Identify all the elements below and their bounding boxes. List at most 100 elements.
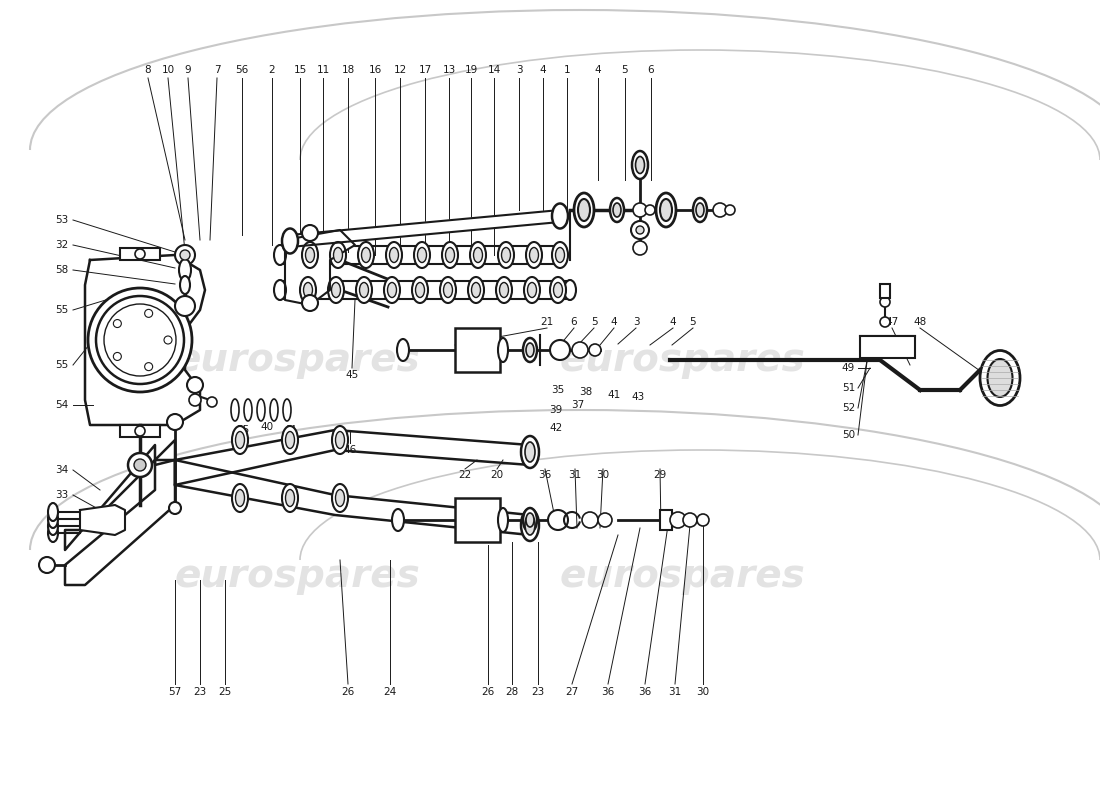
Ellipse shape <box>389 247 398 262</box>
Text: 48: 48 <box>913 317 926 327</box>
Ellipse shape <box>336 490 344 506</box>
Ellipse shape <box>472 282 481 298</box>
Circle shape <box>175 245 195 265</box>
Ellipse shape <box>550 277 566 303</box>
Text: 56: 56 <box>235 65 249 75</box>
Circle shape <box>632 241 647 255</box>
Ellipse shape <box>522 338 537 362</box>
Text: 28: 28 <box>505 687 518 697</box>
Ellipse shape <box>360 282 368 298</box>
Ellipse shape <box>282 484 298 512</box>
Text: 52: 52 <box>842 403 855 413</box>
Text: 22: 22 <box>459 470 472 480</box>
Circle shape <box>725 205 735 215</box>
Ellipse shape <box>529 247 539 262</box>
Polygon shape <box>85 255 205 425</box>
Ellipse shape <box>231 399 239 421</box>
Polygon shape <box>285 230 355 305</box>
Polygon shape <box>65 460 175 585</box>
Circle shape <box>713 203 727 217</box>
Circle shape <box>135 426 145 436</box>
Circle shape <box>697 514 710 526</box>
Text: 23: 23 <box>194 687 207 697</box>
Ellipse shape <box>525 442 535 462</box>
Text: 4: 4 <box>670 317 676 327</box>
Text: 25: 25 <box>219 687 232 697</box>
Bar <box>455 328 500 372</box>
Ellipse shape <box>660 199 672 221</box>
Ellipse shape <box>48 510 58 528</box>
Text: 8: 8 <box>145 65 152 75</box>
Ellipse shape <box>578 199 590 221</box>
Text: 3: 3 <box>632 317 639 327</box>
Text: 57: 57 <box>168 687 182 697</box>
Text: 46: 46 <box>343 445 356 455</box>
Ellipse shape <box>412 277 428 303</box>
Text: 24: 24 <box>384 687 397 697</box>
Circle shape <box>302 225 318 241</box>
Ellipse shape <box>304 282 312 298</box>
Ellipse shape <box>988 359 1012 397</box>
Ellipse shape <box>526 242 542 268</box>
Ellipse shape <box>470 242 486 268</box>
Text: 49: 49 <box>842 363 855 373</box>
Text: 41: 41 <box>607 390 620 400</box>
Text: 4: 4 <box>610 317 617 327</box>
Ellipse shape <box>306 247 315 262</box>
Ellipse shape <box>499 282 508 298</box>
Text: 12: 12 <box>394 65 407 75</box>
Bar <box>880 284 890 298</box>
Ellipse shape <box>613 203 621 217</box>
Ellipse shape <box>397 339 409 361</box>
Text: 53: 53 <box>55 215 68 225</box>
Text: 36: 36 <box>638 687 651 697</box>
Circle shape <box>187 377 204 393</box>
Ellipse shape <box>446 247 454 262</box>
Ellipse shape <box>496 277 512 303</box>
Text: 31: 31 <box>569 470 582 480</box>
Bar <box>860 336 915 358</box>
Text: 44: 44 <box>284 425 297 435</box>
Circle shape <box>582 512 598 528</box>
Text: 26: 26 <box>341 687 354 697</box>
Ellipse shape <box>257 399 265 421</box>
Circle shape <box>104 304 176 376</box>
Text: 26: 26 <box>482 687 495 697</box>
Circle shape <box>113 319 121 327</box>
Text: eurospares: eurospares <box>174 557 420 595</box>
Circle shape <box>175 296 195 316</box>
Text: 4: 4 <box>540 65 547 75</box>
Ellipse shape <box>244 399 252 421</box>
Ellipse shape <box>980 350 1020 406</box>
Text: 2: 2 <box>268 65 275 75</box>
Circle shape <box>145 310 153 318</box>
Bar <box>120 248 160 260</box>
Circle shape <box>631 221 649 239</box>
Polygon shape <box>80 505 125 535</box>
Text: 31: 31 <box>669 687 682 697</box>
Ellipse shape <box>328 277 344 303</box>
Circle shape <box>598 513 612 527</box>
Circle shape <box>167 414 183 430</box>
Text: 35: 35 <box>236 425 250 435</box>
Text: 42: 42 <box>549 423 562 433</box>
Circle shape <box>880 297 890 307</box>
Circle shape <box>128 453 152 477</box>
Text: 30: 30 <box>696 687 710 697</box>
Ellipse shape <box>48 503 58 521</box>
Text: 13: 13 <box>442 65 455 75</box>
Ellipse shape <box>502 247 510 262</box>
Circle shape <box>572 342 588 358</box>
Circle shape <box>145 362 153 370</box>
Circle shape <box>632 203 647 217</box>
Text: 45: 45 <box>345 370 359 380</box>
Text: 43: 43 <box>631 392 645 402</box>
Ellipse shape <box>282 426 298 454</box>
Circle shape <box>134 459 146 471</box>
Text: eurospares: eurospares <box>559 341 805 379</box>
Text: 55: 55 <box>55 305 68 315</box>
Circle shape <box>636 226 644 234</box>
Ellipse shape <box>48 524 58 542</box>
Ellipse shape <box>522 508 537 532</box>
Text: 40: 40 <box>261 422 274 432</box>
